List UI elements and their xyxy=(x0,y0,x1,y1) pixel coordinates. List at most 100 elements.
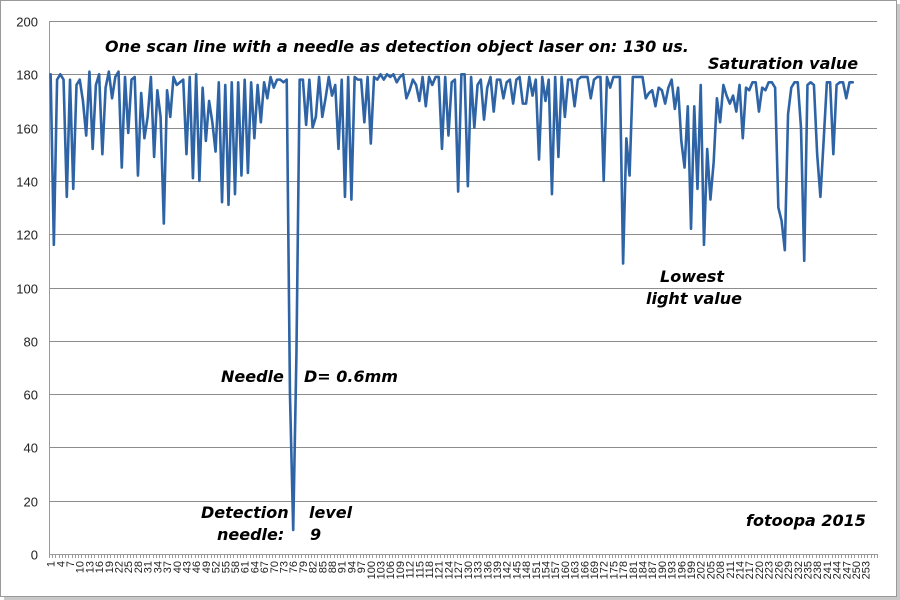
x-tick-label: 151 xyxy=(531,561,543,579)
x-tick-label: 103 xyxy=(376,561,388,579)
x-tick-label: 187 xyxy=(647,561,659,579)
x-axis: 1471013161922252831343740434649525558616… xyxy=(46,554,878,579)
x-tick-label: 7 xyxy=(65,561,77,567)
x-tick-label: 130 xyxy=(463,561,475,579)
x-tick-label: 199 xyxy=(686,561,698,579)
frame-shadow-right xyxy=(897,4,900,600)
x-tick-label: 58 xyxy=(230,561,242,573)
x-tick-label: 82 xyxy=(308,561,320,573)
x-tick-label: 34 xyxy=(152,561,164,573)
x-tick-label: 148 xyxy=(521,561,533,579)
x-tick-label: 127 xyxy=(453,561,465,579)
x-tick-label: 112 xyxy=(405,561,417,579)
x-tick-label: 142 xyxy=(502,561,514,579)
x-tick-label: 100 xyxy=(366,561,378,579)
annotation-lowest-line2: light value xyxy=(646,289,742,308)
x-tick-label: 79 xyxy=(298,561,310,573)
x-tick-label: 136 xyxy=(482,561,494,579)
x-tick-label: 190 xyxy=(657,561,669,579)
x-tick-label: 97 xyxy=(356,561,368,573)
x-tick-label: 76 xyxy=(288,561,300,573)
x-tick-label: 40 xyxy=(172,561,184,573)
x-tick-label: 91 xyxy=(337,561,349,573)
x-tick-label: 235 xyxy=(802,561,814,579)
gridlines xyxy=(49,21,877,555)
x-tick-label: 139 xyxy=(492,561,504,579)
x-tick-label: 154 xyxy=(540,561,552,579)
x-tick-label: 163 xyxy=(570,561,582,579)
x-tick-label: 145 xyxy=(511,561,523,579)
annotation-detection-line2: needle: xyxy=(217,525,284,544)
x-tick-label: 166 xyxy=(579,561,591,579)
series-group xyxy=(49,70,855,532)
y-tick-label: 120 xyxy=(16,228,38,243)
x-tick-label: 133 xyxy=(473,561,485,579)
x-tick-label: 124 xyxy=(443,561,455,579)
x-tick-label: 196 xyxy=(676,561,688,579)
y-tick-label: 160 xyxy=(16,122,38,137)
x-tick-label: 43 xyxy=(181,561,193,573)
x-tick-label: 253 xyxy=(861,561,873,579)
x-tick-label: 193 xyxy=(667,561,679,579)
series-line-0 xyxy=(49,70,855,532)
annotation-level-line2: 9 xyxy=(310,525,321,544)
x-tick-label: 175 xyxy=(608,561,620,579)
x-tick-label: 46 xyxy=(191,561,203,573)
x-tick-label: 49 xyxy=(201,561,213,573)
frame-shadow-bottom xyxy=(4,597,900,600)
y-tick-label: 20 xyxy=(24,495,38,510)
x-tick-label: 94 xyxy=(346,561,358,573)
annotation-level-line1: level xyxy=(309,503,353,522)
y-tick-label: 100 xyxy=(16,282,38,297)
x-tick-label: 160 xyxy=(560,561,572,579)
y-tick-label: 200 xyxy=(16,15,38,30)
x-tick-label: 106 xyxy=(385,561,397,579)
y-axis: 0 20 40 60 80 100 120 140 160 180 200 xyxy=(16,15,50,563)
x-tick-label: 205 xyxy=(705,561,717,579)
x-tick-label: 202 xyxy=(696,561,708,579)
x-tick-label: 208 xyxy=(715,561,727,579)
annotation-needle: Needle xyxy=(221,367,284,386)
x-tick-label: 217 xyxy=(744,561,756,579)
y-tick-label: 40 xyxy=(24,441,38,456)
x-tick-label: 238 xyxy=(812,561,824,579)
x-tick-label: 10 xyxy=(75,561,87,573)
x-tick-label: 250 xyxy=(851,561,863,579)
x-tick-label: 244 xyxy=(832,561,844,579)
x-tick-label: 19 xyxy=(104,561,116,573)
x-tick-label: 1 xyxy=(46,561,58,567)
x-tick-label: 28 xyxy=(133,561,145,573)
x-tick-label: 70 xyxy=(269,561,281,573)
x-tick-label: 88 xyxy=(327,561,339,573)
chart-title: One scan line with a needle as detection… xyxy=(105,37,689,56)
x-tick-label: 73 xyxy=(278,561,290,573)
y-tick-label: 0 xyxy=(31,548,38,563)
x-tick-label: 229 xyxy=(783,561,795,579)
x-tick-label: 31 xyxy=(143,561,155,573)
x-tick-label: 67 xyxy=(259,561,271,573)
x-tick-label: 55 xyxy=(220,561,232,573)
x-tick-label: 178 xyxy=(618,561,630,579)
annotation-diameter: D= 0.6mm xyxy=(304,367,398,386)
x-tick-label: 184 xyxy=(638,561,650,579)
x-tick-label: 172 xyxy=(599,561,611,579)
x-tick-label: 247 xyxy=(841,561,853,579)
x-tick-label: 22 xyxy=(114,561,126,573)
annotation-saturation-value: Saturation value xyxy=(708,54,858,73)
y-tick-label: 180 xyxy=(16,68,38,83)
x-tick-label: 211 xyxy=(725,561,737,579)
annotation-lowest-line1: Lowest xyxy=(660,267,725,286)
x-tick-label: 52 xyxy=(211,561,223,573)
x-tick-label: 181 xyxy=(628,561,640,579)
y-tick-label: 60 xyxy=(24,388,38,403)
x-tick-label: 232 xyxy=(793,561,805,579)
x-tick-label: 157 xyxy=(550,561,562,579)
annotation-credit: fotoopa 2015 xyxy=(746,511,866,530)
x-tick-label: 37 xyxy=(162,561,174,573)
x-tick-label: 85 xyxy=(317,561,329,573)
x-tick-label: 223 xyxy=(764,561,776,579)
x-tick-label: 109 xyxy=(395,561,407,579)
x-tick-label: 61 xyxy=(240,561,252,573)
x-tick-label: 169 xyxy=(589,561,601,579)
